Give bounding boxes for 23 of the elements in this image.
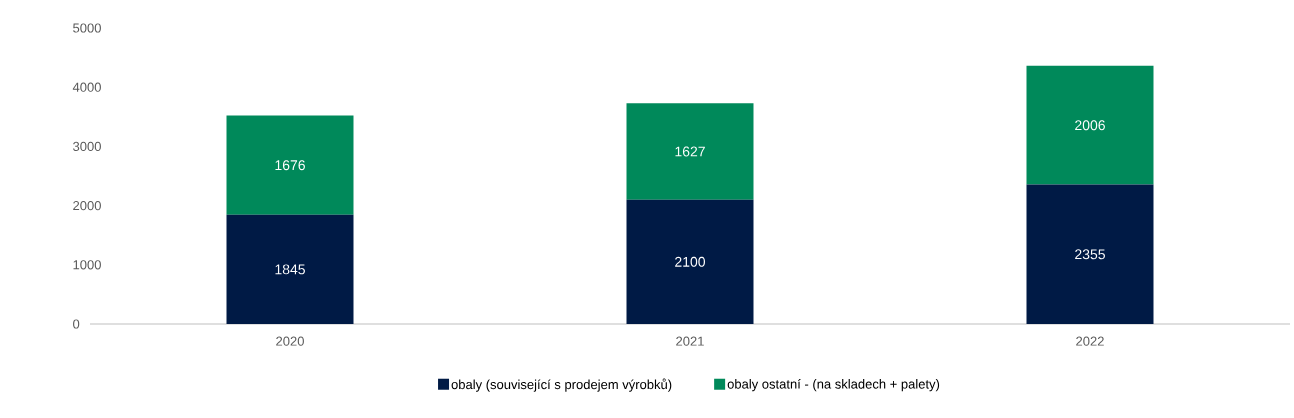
y-tick-label: 1000 — [73, 260, 101, 270]
data-label: 1627 — [675, 146, 705, 157]
bar — [226, 214, 354, 324]
y-tick-label: 5000 — [73, 23, 101, 33]
bar — [226, 115, 354, 215]
y-tick-label: 3000 — [73, 141, 101, 151]
bar — [626, 103, 754, 200]
bar — [1026, 65, 1154, 185]
bar — [626, 199, 754, 324]
legend-label: obaly (související s prodejem výrobků) — [451, 378, 672, 392]
y-tick-label: 0 — [73, 319, 80, 329]
x-tick-label: 2020 — [276, 336, 304, 346]
x-tick-label: 2022 — [1076, 336, 1104, 346]
x-tick-label: 2021 — [676, 336, 704, 346]
bar — [1026, 184, 1154, 324]
data-label: 2100 — [675, 256, 706, 267]
data-label: 1676 — [275, 160, 305, 171]
data-label: 1845 — [275, 264, 305, 275]
legend-label: obaly ostatní - (na skladech + palety) — [727, 378, 940, 392]
y-tick-label: 4000 — [72, 82, 101, 92]
data-label: 2355 — [1075, 249, 1105, 260]
data-label: 2006 — [1075, 120, 1105, 131]
y-tick-label: 2000 — [73, 200, 101, 211]
